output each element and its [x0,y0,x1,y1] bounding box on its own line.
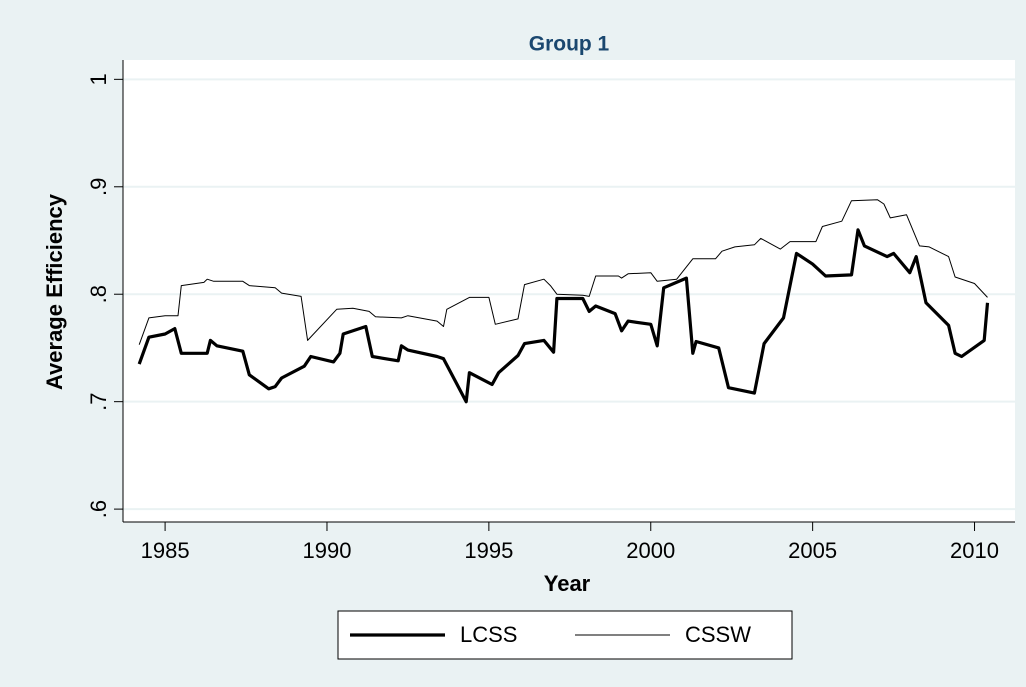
x-tick-label: 1985 [141,538,190,563]
x-tick-label: 1990 [303,538,352,563]
x-tick-label: 2000 [626,538,675,563]
y-tick-label: .8 [86,285,111,303]
x-tick-label: 1995 [464,538,513,563]
x-axis-title: Year [544,571,591,596]
series-line [138,199,988,345]
x-tick-label: 2005 [788,538,837,563]
legend-label: LCSS [460,622,517,647]
y-axis-title: Average Efficiency [42,193,67,390]
y-tick-label: .9 [86,178,111,196]
plot-area [123,60,1015,522]
x-tick-label: 2010 [950,538,999,563]
series-line [137,228,990,404]
chart-title: Group 1 [529,33,610,56]
y-tick-label: 1 [86,73,111,85]
y-tick-label: .7 [86,392,111,410]
y-tick-label: .6 [86,500,111,518]
legend-label: CSSW [685,622,751,647]
